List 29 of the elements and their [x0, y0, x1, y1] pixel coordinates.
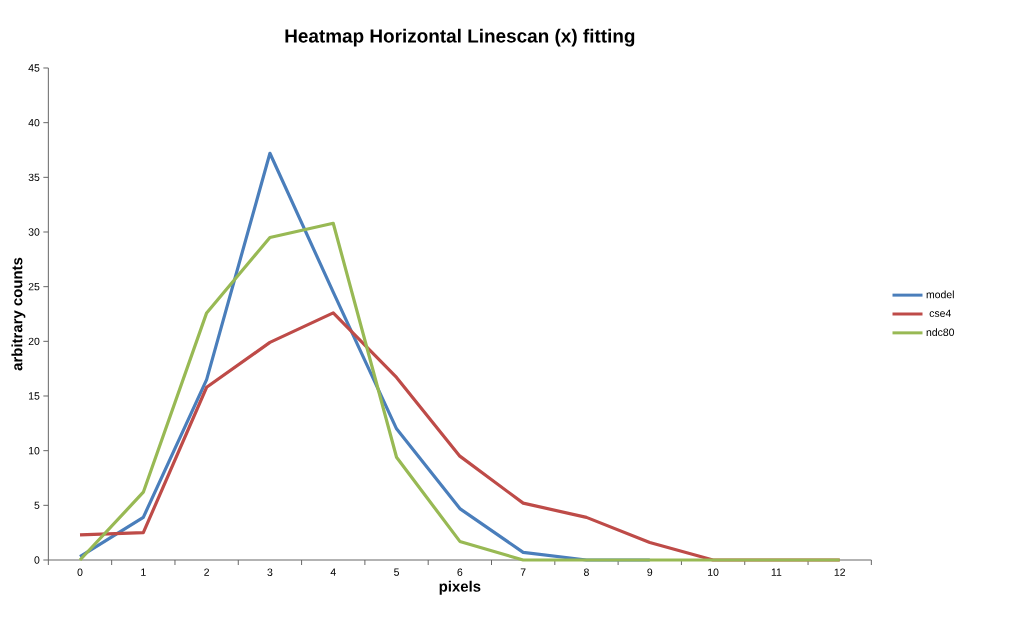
y-tick-label: 10 [28, 446, 40, 455]
y-tick-label: 45 [28, 64, 40, 72]
x-axis-title: pixels [439, 580, 481, 595]
x-tick-label: 3 [267, 568, 273, 576]
x-tick-label: 10 [708, 568, 719, 576]
y-tick-label: 20 [28, 337, 40, 346]
x-tick-label: 12 [834, 568, 845, 576]
x-tick-label: 1 [141, 568, 146, 576]
x-tick-label: 5 [394, 568, 400, 576]
x-tick-label: 8 [584, 568, 589, 576]
legend-label: ndc80 [926, 328, 955, 337]
y-tick-label: 40 [28, 118, 40, 127]
legend-label: cse4 [929, 309, 951, 317]
y-tick-label: 30 [28, 228, 40, 236]
y-tick-label: 35 [28, 173, 40, 182]
y-tick-label: 15 [28, 392, 40, 400]
y-tick-label: 5 [34, 501, 40, 509]
x-tick-label: 7 [520, 568, 526, 576]
x-tick-label: 0 [77, 568, 83, 576]
x-tick-label: 6 [457, 568, 463, 576]
chart-title: Heatmap Horizontal Linescan (x) fitting [285, 28, 635, 47]
y-tick-label: 25 [28, 282, 40, 291]
y-axis-title: arbitrary counts [11, 257, 26, 371]
x-tick-label: 9 [647, 568, 653, 576]
x-tick-label: 2 [204, 568, 209, 576]
y-tick-label: 0 [34, 556, 40, 564]
x-tick-label: 4 [330, 568, 336, 576]
x-tick-label: 11 [771, 568, 782, 576]
legend-label: model [926, 290, 954, 299]
